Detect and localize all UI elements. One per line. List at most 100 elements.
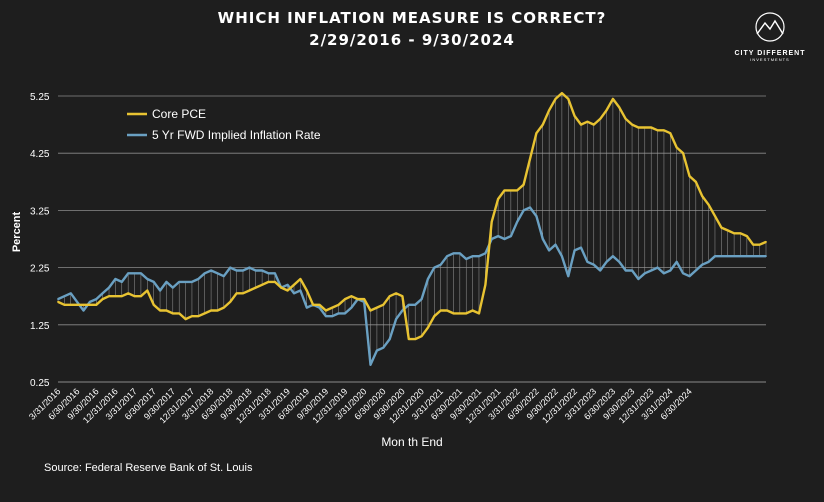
logo-name: CITY DIFFERENT xyxy=(734,50,805,57)
data-point xyxy=(57,298,59,300)
data-point xyxy=(541,123,544,126)
data-point xyxy=(286,289,289,292)
data-point xyxy=(191,281,193,283)
series-lines xyxy=(57,91,767,366)
data-point xyxy=(650,126,653,129)
data-point xyxy=(382,346,385,349)
data-point xyxy=(69,292,72,295)
data-point xyxy=(586,260,589,263)
logo-tagline: INVESTMENTS xyxy=(750,57,789,62)
data-point xyxy=(765,240,767,243)
y-tick-label: 3.25 xyxy=(30,206,50,217)
data-point xyxy=(318,303,321,306)
y-axis-label: Percent xyxy=(11,211,23,252)
data-point xyxy=(599,117,602,120)
data-point xyxy=(197,278,200,280)
data-point xyxy=(573,115,576,117)
data-point xyxy=(643,272,646,275)
data-point xyxy=(701,263,704,266)
data-point xyxy=(88,303,91,306)
data-point xyxy=(458,312,461,315)
data-point xyxy=(656,129,659,132)
data-point xyxy=(497,235,500,238)
data-point xyxy=(554,243,557,246)
data-point xyxy=(548,249,551,252)
data-point xyxy=(497,198,500,200)
data-point xyxy=(127,292,130,295)
data-point xyxy=(439,309,442,312)
data-point xyxy=(503,238,506,240)
axes: 0.251.252.253.254.255.253/31/20166/30/20… xyxy=(27,92,766,425)
data-point xyxy=(350,295,353,298)
data-point xyxy=(140,295,142,298)
data-point xyxy=(752,243,755,246)
data-point xyxy=(509,235,512,238)
data-point xyxy=(427,326,429,329)
data-point xyxy=(82,309,85,312)
data-point xyxy=(280,286,283,289)
data-point xyxy=(427,278,429,280)
data-point xyxy=(758,243,761,246)
data-point xyxy=(76,301,79,303)
data-point xyxy=(331,306,334,309)
data-point xyxy=(720,255,723,258)
data-point xyxy=(114,295,117,298)
data-point xyxy=(618,260,621,263)
data-point xyxy=(178,312,181,315)
legend: Core PCE 5 Yr FWD Implied Inflation Rate xyxy=(127,107,321,142)
data-point xyxy=(592,123,595,126)
data-point xyxy=(452,252,455,255)
data-point xyxy=(165,281,168,283)
data-point xyxy=(433,315,436,318)
spread-hatching xyxy=(57,93,767,365)
data-point xyxy=(305,289,308,292)
data-point xyxy=(146,278,149,280)
data-point xyxy=(88,301,91,303)
data-point xyxy=(471,255,474,258)
data-point xyxy=(273,272,276,275)
data-point xyxy=(229,301,232,303)
data-point xyxy=(452,312,455,315)
data-point xyxy=(612,97,614,100)
data-point xyxy=(541,238,544,240)
data-point xyxy=(140,272,142,275)
data-point xyxy=(127,272,130,275)
data-point xyxy=(152,281,155,283)
data-point xyxy=(682,272,684,275)
data-point xyxy=(516,189,519,192)
data-point xyxy=(293,292,295,295)
data-point xyxy=(407,338,410,340)
data-point xyxy=(765,255,767,258)
data-point xyxy=(758,255,761,258)
data-point xyxy=(478,255,480,258)
data-point xyxy=(560,92,563,95)
data-point xyxy=(165,309,168,312)
data-point xyxy=(216,309,219,312)
data-point xyxy=(605,260,608,263)
data-point xyxy=(522,209,525,212)
data-point xyxy=(254,269,257,272)
data-point xyxy=(248,266,251,269)
data-point xyxy=(465,312,468,315)
data-point xyxy=(720,226,723,229)
data-point xyxy=(637,278,640,280)
chart-subtitle: 2/29/2016 - 9/30/2024 xyxy=(309,31,515,49)
data-point xyxy=(592,263,595,266)
data-point xyxy=(745,235,748,238)
data-point xyxy=(235,292,238,295)
data-point xyxy=(203,312,206,315)
data-point xyxy=(471,309,474,312)
data-point xyxy=(242,292,244,295)
data-point xyxy=(478,312,480,315)
data-point xyxy=(490,238,493,240)
chart-title: WHICH INFLATION MEASURE IS CORRECT? xyxy=(218,9,607,27)
data-point xyxy=(529,158,531,160)
data-point xyxy=(344,312,346,315)
data-point xyxy=(624,269,627,272)
data-point xyxy=(490,220,493,223)
data-point xyxy=(484,252,487,255)
data-point xyxy=(369,309,372,312)
data-point xyxy=(382,303,385,306)
data-point xyxy=(739,255,742,258)
